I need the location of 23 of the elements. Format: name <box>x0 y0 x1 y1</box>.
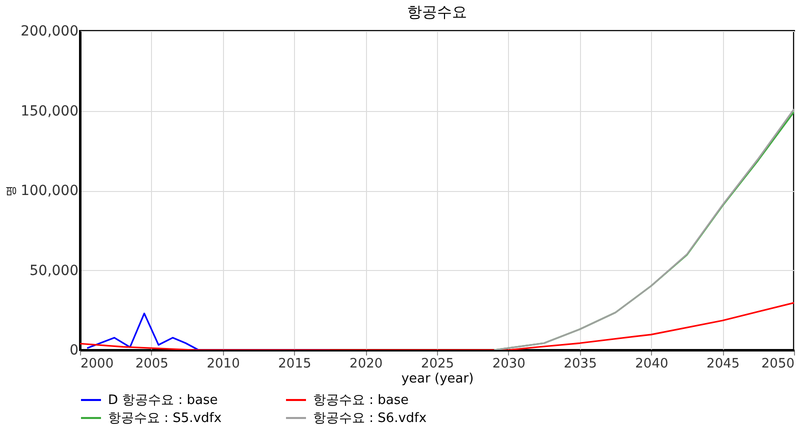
x-tick-label: 2000 <box>80 356 114 372</box>
x-axis-title: year (year) <box>401 372 474 386</box>
x-tick-label: 2050 <box>761 356 794 372</box>
y-axis-title: 명 <box>4 186 18 196</box>
chart-title: 항공수요 <box>407 3 467 21</box>
y-tick-label: 150,000 <box>20 103 78 120</box>
y-tick-label: 100,000 <box>20 183 78 199</box>
x-tick-label: 2015 <box>278 356 312 372</box>
y-tick-label: 0 <box>70 342 78 358</box>
legend-label: 항공수요 : S6.vdfx <box>313 411 427 426</box>
x-tick-label: 2040 <box>635 356 668 372</box>
y-tick-label: 50,000 <box>30 262 78 279</box>
x-tick-label: 2030 <box>492 356 526 372</box>
legend-label: D 항공수요 : base <box>108 393 218 408</box>
x-tick-label: 2045 <box>706 356 740 372</box>
legend-label: 항공수요 : base <box>313 393 409 408</box>
x-tick-label: 2010 <box>206 356 240 372</box>
y-tick-label: 200,000 <box>20 24 78 40</box>
x-tick-label: 2020 <box>350 356 383 372</box>
x-tick-label: 2035 <box>564 356 597 372</box>
legend-label: 항공수요 : S5.vdfx <box>108 411 222 426</box>
x-tick-label: 2025 <box>420 356 454 372</box>
x-tick-label: 2005 <box>135 356 168 372</box>
